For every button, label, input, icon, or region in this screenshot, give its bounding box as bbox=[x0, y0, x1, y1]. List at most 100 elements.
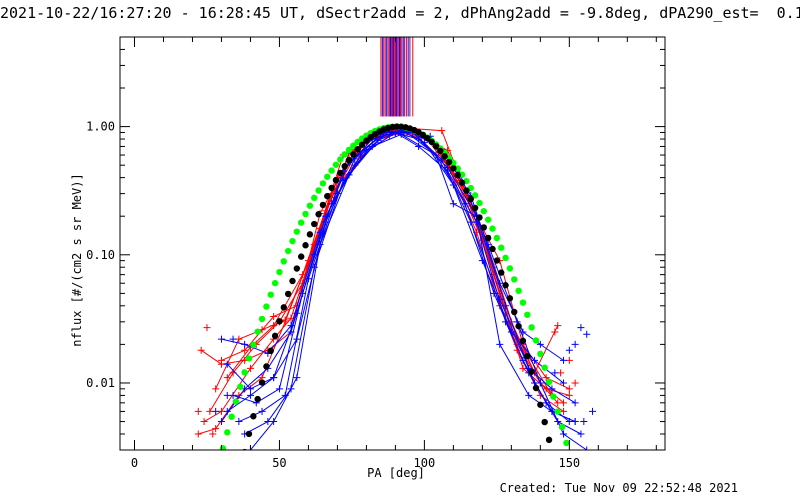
green-model-point bbox=[498, 244, 505, 251]
green-model-point bbox=[232, 398, 240, 405]
green-model-point bbox=[532, 337, 540, 344]
red-data-point bbox=[223, 374, 231, 382]
black-model-point bbox=[537, 401, 544, 408]
black-model-point bbox=[454, 172, 461, 179]
blue-data-point bbox=[444, 163, 452, 171]
black-model-point bbox=[511, 308, 518, 316]
red-data-point bbox=[560, 407, 568, 415]
green-model-point bbox=[284, 247, 292, 255]
black-model-point bbox=[493, 257, 501, 264]
red-data-point bbox=[241, 346, 249, 354]
black-model-point bbox=[315, 211, 322, 218]
black-model-point bbox=[432, 142, 440, 150]
blue-data-point bbox=[449, 181, 457, 189]
black-model-point bbox=[337, 169, 344, 177]
data-layer bbox=[194, 37, 597, 450]
black-model-point bbox=[284, 290, 292, 298]
red-data-point bbox=[217, 356, 225, 364]
black-model-point bbox=[489, 245, 496, 253]
green-model-point bbox=[537, 350, 544, 358]
green-model-point bbox=[337, 156, 344, 163]
green-model-point bbox=[502, 254, 509, 262]
black-model-point bbox=[471, 204, 479, 212]
black-model-point bbox=[498, 269, 505, 276]
red-series-line bbox=[198, 128, 564, 435]
green-model-point bbox=[315, 187, 322, 194]
black-model-point bbox=[350, 151, 357, 158]
blue-data-point bbox=[502, 302, 510, 310]
black-model-point bbox=[476, 214, 483, 221]
green-model-point bbox=[237, 383, 244, 390]
black-model-point bbox=[258, 379, 266, 386]
blue-series-line bbox=[244, 133, 576, 435]
red-data-point bbox=[209, 430, 217, 438]
blue-data-point bbox=[304, 275, 312, 283]
blue-data-point bbox=[507, 328, 515, 336]
blue-data-point bbox=[583, 330, 591, 338]
blue-data-point bbox=[519, 328, 527, 336]
red-series-line bbox=[200, 130, 559, 374]
blue-data-point bbox=[577, 430, 585, 438]
black-model-point bbox=[328, 184, 335, 192]
green-model-point bbox=[541, 364, 548, 371]
green-model-point bbox=[519, 299, 527, 306]
black-model-point bbox=[450, 165, 457, 172]
red-data-point bbox=[200, 418, 208, 426]
black-model-point bbox=[267, 347, 274, 355]
blue-data-point bbox=[258, 407, 266, 415]
green-model-point bbox=[550, 393, 557, 400]
green-model-point bbox=[250, 341, 257, 349]
red-data-point bbox=[212, 425, 220, 433]
blue-data-point bbox=[223, 407, 231, 415]
green-model-point bbox=[224, 429, 231, 436]
black-model-point bbox=[424, 134, 431, 142]
red-data-point bbox=[194, 430, 202, 438]
black-model-point bbox=[541, 418, 548, 426]
blue-data-point bbox=[560, 379, 568, 387]
red-data-point bbox=[438, 127, 446, 135]
black-model-point bbox=[311, 220, 318, 228]
blue-data-point bbox=[571, 340, 579, 348]
blue-data-point bbox=[241, 340, 249, 348]
blue-data-point bbox=[560, 356, 568, 364]
blue-data-point bbox=[467, 218, 475, 226]
blue-data-point bbox=[368, 142, 376, 150]
black-model-point bbox=[332, 176, 340, 184]
green-model-point bbox=[293, 228, 301, 235]
black-model-point bbox=[358, 141, 366, 148]
black-model-point bbox=[250, 413, 257, 420]
black-model-point bbox=[528, 368, 535, 375]
black-model-point bbox=[519, 337, 527, 345]
blue-data-point bbox=[525, 391, 533, 399]
x-tick-label: 0 bbox=[131, 456, 138, 470]
blue-data-point bbox=[536, 340, 544, 348]
green-model-point bbox=[245, 355, 253, 362]
black-model-point bbox=[297, 253, 305, 260]
black-model-point bbox=[506, 295, 514, 302]
green-model-point bbox=[484, 216, 492, 223]
blue-data-point bbox=[536, 379, 544, 387]
blue-data-point bbox=[275, 385, 283, 393]
blue-data-point bbox=[548, 385, 556, 393]
green-model-point bbox=[332, 161, 340, 168]
blue-data-point bbox=[229, 335, 237, 343]
y-tick-label: 0.10 bbox=[86, 248, 115, 262]
blue-data-point bbox=[316, 228, 324, 236]
green-model-point bbox=[515, 287, 522, 294]
black-model-point bbox=[484, 234, 492, 242]
red-data-point bbox=[281, 316, 289, 324]
blue-data-point bbox=[339, 176, 347, 184]
red-data-point bbox=[542, 374, 550, 382]
green-model-point bbox=[328, 167, 335, 174]
green-model-point bbox=[476, 199, 483, 207]
black-model-point bbox=[354, 146, 361, 153]
axes-layer: 0 50 100 150 0.01 0.10 1.00 bbox=[86, 36, 666, 470]
blue-data-point bbox=[589, 407, 597, 415]
red-series-line bbox=[209, 128, 559, 412]
plot-title: 2021-10-22/16:27:20 - 16:28:45 UT, dSect… bbox=[0, 4, 800, 22]
black-model-point bbox=[463, 187, 470, 194]
green-model-point bbox=[558, 423, 566, 431]
blue-data-point bbox=[223, 391, 231, 399]
plot-frame bbox=[119, 36, 666, 451]
black-model-point bbox=[254, 395, 261, 403]
